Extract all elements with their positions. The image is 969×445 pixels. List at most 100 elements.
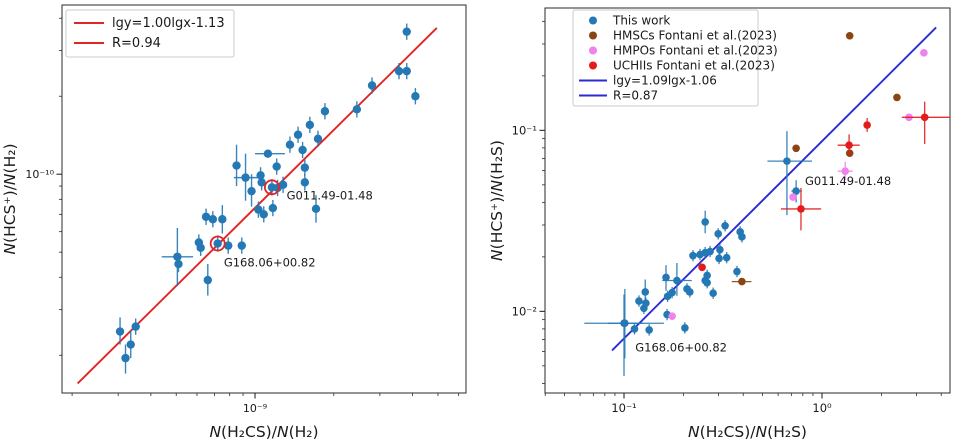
series-uchiis-fontani-et-al-2023- <box>698 101 951 272</box>
data-point <box>394 66 404 76</box>
data-point <box>738 277 746 286</box>
data-point <box>411 92 420 101</box>
data-point <box>668 312 676 321</box>
series-this-work <box>115 23 420 374</box>
data-point <box>681 324 689 332</box>
data-point <box>722 253 731 262</box>
data-point <box>263 149 273 158</box>
legend-label: lgy=1.00lgx-1.13 <box>112 16 225 31</box>
data-point <box>201 212 211 221</box>
data-point <box>293 130 303 139</box>
data-point <box>662 273 670 282</box>
data-point <box>203 275 212 285</box>
data-point <box>285 140 295 149</box>
data-point <box>196 243 205 252</box>
data-point <box>218 215 227 224</box>
x-tick-label: 10⁰ <box>812 401 832 415</box>
left-scatter-plot: 10⁻⁹ 10⁻¹⁰ G011.49-01.48 G168.06+00.82 N(H₂C… <box>0 0 484 445</box>
data-point <box>313 134 323 143</box>
data-point <box>257 178 266 187</box>
data-point <box>298 145 307 155</box>
data-point <box>714 230 722 238</box>
data-point <box>920 49 928 57</box>
data-point <box>131 322 140 331</box>
source-annotation: G168.06+00.82 <box>224 256 316 270</box>
y-tick-label: 10⁻¹ <box>512 123 537 137</box>
data-point <box>237 241 246 250</box>
data-point <box>797 205 805 213</box>
data-point <box>893 93 901 102</box>
y-axis-label: N(HCS⁺)/N(H₂S) <box>488 140 506 261</box>
data-point <box>701 218 709 226</box>
data-point <box>320 107 330 116</box>
source-annotation: G011.49-01.48 <box>287 188 373 202</box>
data-point <box>845 31 854 40</box>
legend-box <box>572 9 759 107</box>
data-point <box>174 259 183 269</box>
data-point <box>126 340 135 349</box>
y-axis-label: N(HCS⁺)/N(H₂) <box>1 143 19 254</box>
legend-label: R=0.94 <box>112 36 161 51</box>
x-axis-label: N(H₂CS)/N(H₂S) <box>688 423 807 441</box>
y-tick-label: 10⁻¹⁰ <box>25 168 54 181</box>
data-point <box>783 157 791 165</box>
legend-label: HMSCs Fontani et al.(2023) <box>613 29 777 43</box>
data-point <box>703 278 711 287</box>
data-point <box>709 289 717 297</box>
data-point <box>738 233 746 241</box>
data-point <box>278 180 288 190</box>
data-point <box>630 325 639 333</box>
legend-label: lgy=1.09lgx-1.06 <box>613 74 717 88</box>
data-point <box>920 113 929 122</box>
data-point <box>208 215 218 224</box>
series-this-work <box>584 131 812 376</box>
data-point <box>305 120 315 130</box>
data-point <box>789 193 797 201</box>
data-point <box>367 81 377 90</box>
data-point <box>256 171 265 180</box>
data-point <box>241 173 250 182</box>
x-tick-label: 10⁻⁹ <box>243 402 267 415</box>
data-point <box>641 288 650 296</box>
data-point <box>863 121 871 129</box>
plot-frame <box>544 7 951 394</box>
data-point <box>715 254 723 263</box>
data-point <box>173 252 182 261</box>
data-point <box>268 203 278 213</box>
data-point <box>402 27 411 36</box>
source-annotation: G011.49-01.48 <box>805 174 891 188</box>
axis-ticks <box>56 17 460 399</box>
legend-label: HMPOs Fontani et al.(2023) <box>613 44 778 58</box>
data-point <box>402 66 411 76</box>
legend: lgy=1.00lgx-1.13 R=0.94 <box>65 9 235 58</box>
data-point <box>733 267 741 276</box>
data-point <box>121 353 130 363</box>
legend-marker-sample <box>589 61 597 70</box>
data-point <box>254 205 263 214</box>
legend-marker-sample <box>589 16 597 25</box>
legend-marker-sample <box>589 46 597 55</box>
y-tick-label: 10⁻² <box>512 304 537 318</box>
data-point <box>115 327 125 336</box>
data-point <box>841 167 850 175</box>
source-annotation: G168.06+00.82 <box>635 341 727 355</box>
data-point <box>352 105 362 114</box>
x-tick-label: 10⁻¹ <box>611 401 636 415</box>
data-point <box>224 241 233 250</box>
highlight-ring <box>263 179 280 196</box>
data-point <box>716 245 724 254</box>
data-point <box>213 239 222 248</box>
x-axis-label: N(H₂CS)/N(H₂) <box>209 423 318 441</box>
data-point <box>706 247 714 256</box>
data-point <box>689 251 697 260</box>
data-point <box>272 162 281 171</box>
legend-label: This work <box>612 14 670 28</box>
data-point <box>845 141 853 149</box>
legend-marker-sample <box>589 31 597 40</box>
data-point <box>635 297 643 305</box>
data-point <box>300 163 310 172</box>
legend-label: R=0.87 <box>613 89 658 103</box>
data-point <box>686 288 694 296</box>
